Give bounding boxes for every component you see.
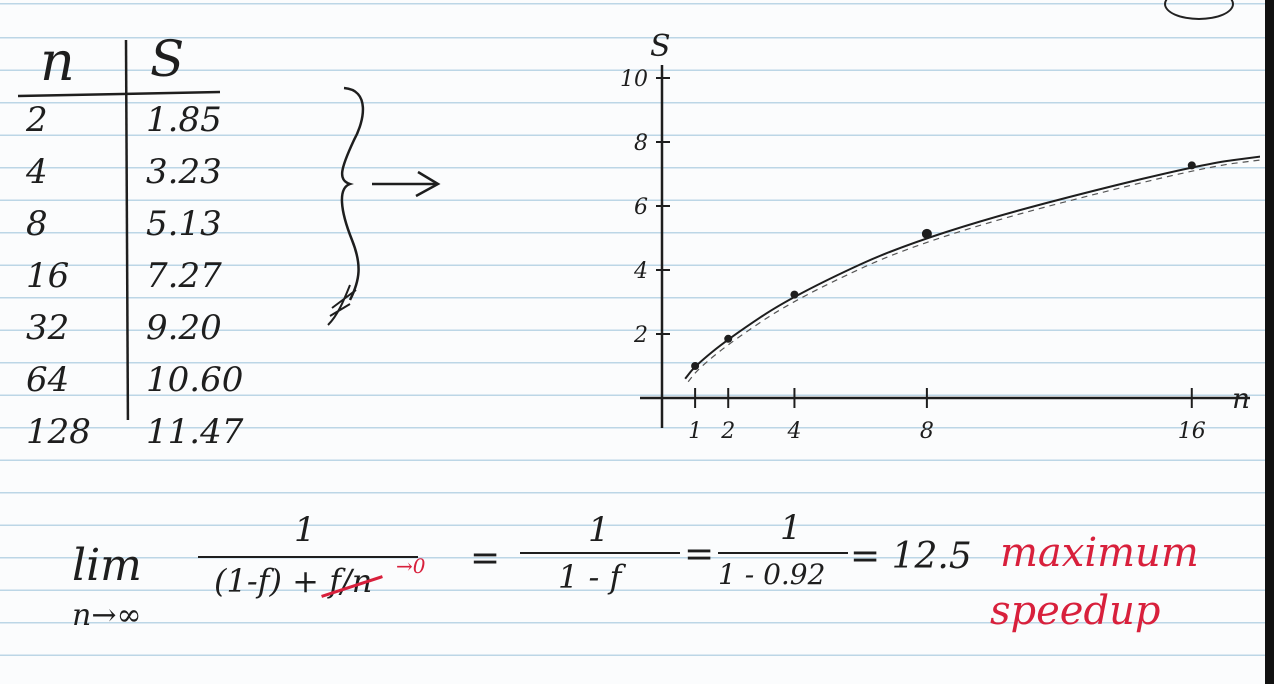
equals-1: = — [470, 538, 501, 579]
table-cell-s: 10.60 — [146, 360, 244, 400]
chart-curve — [684, 155, 1260, 383]
data-point — [790, 290, 799, 299]
table-header-n: n — [40, 30, 75, 93]
y-tick-label: 10 — [620, 67, 648, 92]
table-cell-n: 4 — [26, 152, 48, 192]
table-cell-n: 2 — [26, 100, 48, 140]
lim-subscript: n→∞ — [72, 598, 142, 633]
y-tick-label: 2 — [633, 323, 648, 348]
table-cell-n: 128 — [26, 412, 91, 452]
x-tick-label: 1 — [688, 419, 702, 440]
fitted-curve — [684, 155, 1260, 380]
table-cell-s: 9.20 — [146, 308, 222, 348]
y-tick-label: 8 — [634, 131, 648, 156]
fraction1-numerator: 1 — [294, 510, 316, 550]
fraction3-bar — [718, 552, 848, 554]
table-header-s: S — [150, 30, 185, 88]
data-point — [724, 334, 733, 343]
tends-to-zero: →0 — [396, 554, 426, 578]
fraction3-denominator: 1 - 0.92 — [718, 558, 826, 591]
table-cell-n: 64 — [26, 360, 70, 400]
table-cell-s: 5.13 — [146, 204, 222, 244]
table-lines — [17, 39, 221, 420]
x-tick-label: 2 — [720, 419, 735, 440]
x-tick-label: 4 — [786, 419, 801, 440]
y-axis-label: S — [650, 29, 671, 64]
fraction2-numerator: 1 — [588, 510, 610, 550]
fraction2-denominator: 1 - f — [558, 558, 622, 596]
chart-axes: Sn — [640, 29, 1250, 428]
data-point — [691, 362, 700, 370]
page-edge — [1265, 0, 1274, 684]
note-line-2: speedup — [990, 588, 1161, 634]
x-axis-label: n — [1232, 382, 1250, 415]
lim-label: lim — [72, 540, 142, 591]
table-cell-s: 1.85 — [146, 100, 222, 140]
scribble — [327, 284, 357, 326]
fraction1-bar — [198, 556, 418, 558]
data-point — [921, 228, 932, 239]
table-cell-s: 7.27 — [146, 256, 222, 296]
x-tick-label: 8 — [920, 419, 934, 440]
table-cell-n: 32 — [26, 308, 70, 348]
result-value: = 12.5 — [850, 536, 972, 577]
table-cell-n: 8 — [26, 204, 48, 244]
y-tick-label: 4 — [633, 259, 648, 284]
fraction1-denominator: (1-f) + f/n — [214, 562, 373, 600]
dashed-curve — [687, 159, 1260, 383]
y-tick-label: 6 — [634, 195, 648, 220]
data-point — [1187, 161, 1196, 170]
brace-arrow — [327, 86, 441, 326]
curly-brace — [340, 86, 365, 301]
table-cell-n: 16 — [26, 256, 70, 296]
equals-2: = — [684, 534, 715, 575]
fraction3-numerator: 1 — [780, 508, 802, 548]
fraction2-bar — [520, 552, 680, 554]
x-tick-label: 16 — [1178, 419, 1206, 440]
chart-points — [691, 161, 1196, 370]
table-cell-s: 11.47 — [146, 412, 244, 452]
note-line-1: maximum — [1000, 530, 1199, 576]
table-cell-s: 3.23 — [146, 152, 222, 192]
